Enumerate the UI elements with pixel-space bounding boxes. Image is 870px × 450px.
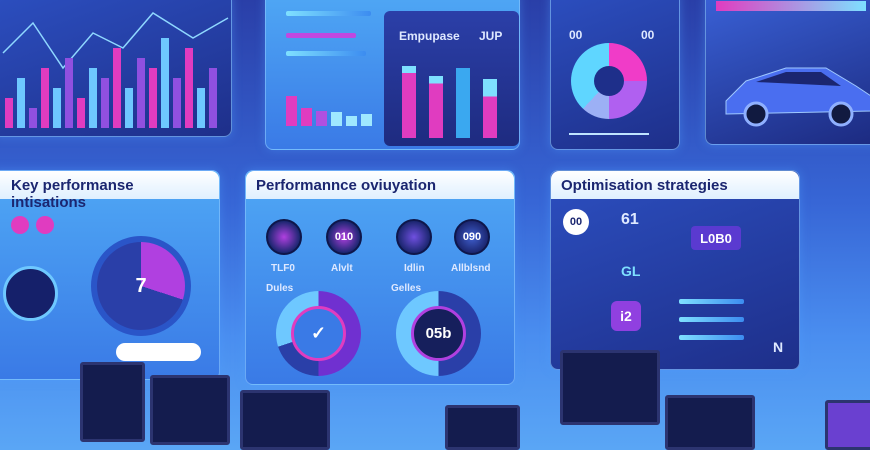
chart-bar — [29, 108, 37, 128]
evaluation-panel: Performannce oviuyation 010 090 TLF0 Alv… — [245, 170, 515, 385]
chart-bar — [89, 68, 97, 128]
strategy-badge[interactable]: 00 — [563, 209, 589, 235]
dial[interactable] — [396, 219, 432, 255]
chart-bar — [185, 48, 193, 128]
chart-bar — [65, 58, 73, 128]
dial-label: Idlin — [404, 263, 425, 274]
dial[interactable] — [266, 219, 302, 255]
strategies-title: Optimisation strategies — [551, 171, 799, 199]
list-bar — [286, 33, 356, 38]
chart-bar — [77, 98, 85, 128]
strategy-tile: GL — [621, 263, 641, 279]
value-left: 00 — [569, 28, 583, 42]
mini-bars — [286, 86, 376, 126]
donut-chart — [571, 43, 647, 119]
strategy-tile[interactable]: i2 — [611, 301, 641, 331]
top-left-chart-panel — [0, 0, 232, 137]
chart-bar — [197, 88, 205, 128]
top-strip — [716, 1, 866, 11]
divider — [569, 133, 649, 135]
evaluation-title: Performannce oviuyation — [246, 171, 514, 199]
top-center-panel: Empupase JUP — [265, 0, 520, 150]
strategy-bar — [679, 335, 744, 340]
monitor — [150, 375, 230, 445]
kpi-gauge: 7 — [91, 236, 191, 336]
percent-gauge: 05b — [396, 291, 481, 376]
strategy-bar — [679, 317, 744, 322]
chart-title: Empupase — [399, 29, 460, 43]
chart-bar — [53, 88, 61, 128]
monitor — [825, 400, 870, 450]
strategy-tile[interactable]: L0B0 — [691, 226, 741, 250]
list-bar — [286, 51, 366, 56]
gauge-label: Gelles — [391, 283, 422, 294]
side-mark: N — [773, 339, 784, 355]
chart-bar — [125, 88, 133, 128]
monitor — [80, 362, 145, 442]
kpi-panel: Key performanse intisations 7 — [0, 170, 220, 380]
inner-chart-panel: Empupase JUP — [384, 11, 519, 146]
list-bar — [286, 11, 371, 16]
car-icon — [725, 67, 870, 127]
kpi-icon — [36, 216, 54, 234]
chart-bar — [113, 48, 121, 128]
dial[interactable]: 010 — [326, 219, 362, 255]
check-icon: ✓ — [291, 306, 346, 361]
chart-bar — [5, 98, 13, 128]
monitor — [560, 350, 660, 425]
monitor — [240, 390, 330, 450]
chart-bar — [209, 68, 217, 128]
bar-chart — [5, 33, 225, 128]
kpi-title: Key performanse intisations — [0, 171, 219, 211]
chart-bar — [161, 38, 169, 128]
car-panel — [705, 0, 870, 145]
dial[interactable]: 090 — [454, 219, 490, 255]
dial-label: Allblsnd — [451, 263, 491, 274]
kpi-toggle[interactable] — [116, 343, 201, 361]
check-gauge: ✓ — [276, 291, 361, 376]
top-right-donut-panel: 00 00 — [550, 0, 680, 150]
strategy-bar — [679, 299, 744, 304]
kpi-icon — [11, 216, 29, 234]
chart-bar — [137, 58, 145, 128]
chart-bar — [41, 68, 49, 128]
strategy-tile: 61 — [621, 211, 639, 228]
bar — [402, 66, 416, 138]
monitor — [445, 405, 520, 450]
percent-value: 05b — [411, 306, 466, 361]
monitor — [665, 395, 755, 450]
bar — [483, 79, 497, 138]
avatar-icon — [3, 266, 58, 321]
bar — [456, 68, 470, 138]
trend-line — [2, 12, 229, 70]
strategies-panel: Optimisation strategies 00 61 GL L0B0 i2… — [550, 170, 800, 370]
dial-label: TLF0 — [271, 263, 295, 274]
chart-bar — [173, 78, 181, 128]
chart-bar — [149, 68, 157, 128]
chart-bar — [17, 78, 25, 128]
chart-badge: JUP — [479, 29, 503, 43]
dial-label: Alvlt — [331, 263, 353, 274]
bar — [429, 76, 443, 138]
gauge-label: Dules — [266, 283, 294, 294]
chart-bar — [101, 78, 109, 128]
value-right: 00 — [641, 28, 655, 42]
